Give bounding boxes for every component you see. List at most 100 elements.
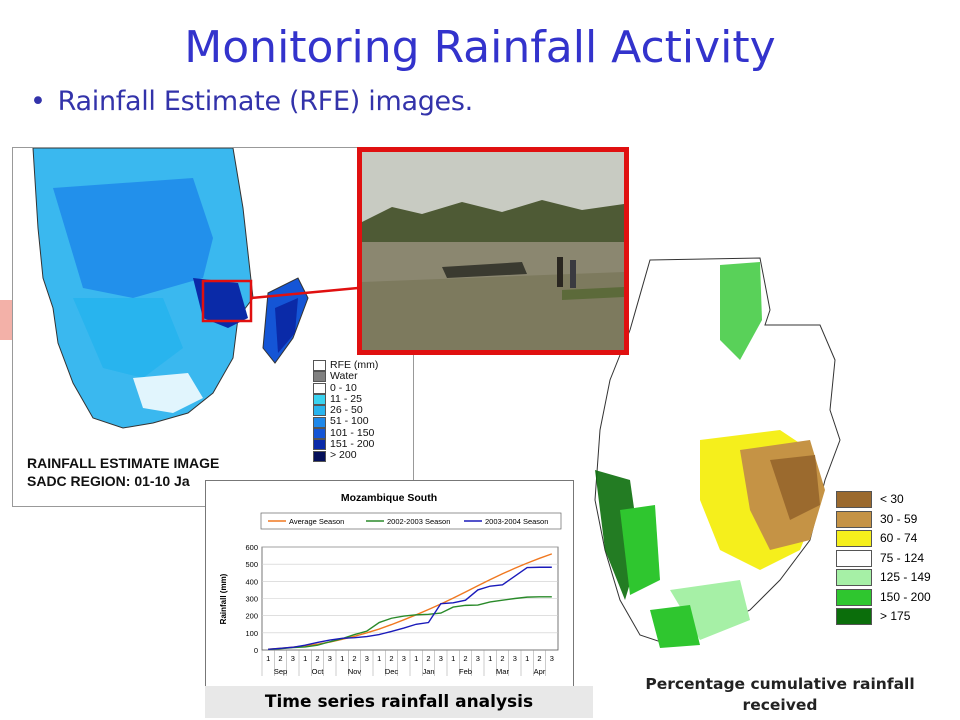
- x-tick-label: 2: [352, 654, 356, 663]
- x-tick-label: 3: [328, 654, 332, 663]
- chart-series: [268, 553, 553, 651]
- x-tick-label: 1: [266, 654, 270, 663]
- legend-swatch: [836, 530, 872, 548]
- x-tick-label: 2: [500, 654, 504, 663]
- legend-swatch: [836, 608, 872, 626]
- x-tick-label: 3: [513, 654, 517, 663]
- y-tick-label: 200: [245, 612, 258, 621]
- y-tick-label: 400: [245, 577, 258, 586]
- x-month-label: Jan: [422, 667, 434, 676]
- chart-legend: [260, 512, 562, 530]
- rfe-caption-line1: RAINFALL ESTIMATE IMAGE: [27, 455, 220, 471]
- x-tick-label: 1: [414, 654, 418, 663]
- chart-title: Mozambique South: [341, 492, 437, 504]
- legend-label: Water: [330, 370, 358, 383]
- legend-label: > 175: [880, 609, 911, 623]
- pct-legend-item: 75 - 124: [836, 549, 931, 569]
- pct-legend-item: < 30: [836, 490, 931, 510]
- pct-legend-item: 125 - 149: [836, 568, 931, 588]
- x-tick-label: 1: [525, 654, 529, 663]
- percentage-rainfall-map: [580, 250, 930, 670]
- y-tick-label: 600: [245, 543, 258, 552]
- legend-swatch: [313, 371, 326, 383]
- slide-title: Monitoring Rainfall Activity: [184, 22, 776, 73]
- pct-legend-item: 60 - 74: [836, 529, 931, 549]
- chart-caption: Time series rainfall analysis: [264, 692, 534, 712]
- x-tick-label: 3: [402, 654, 406, 663]
- x-tick-label: 3: [550, 654, 554, 663]
- x-tick-label: 3: [365, 654, 369, 663]
- legend-swatch: [313, 394, 326, 406]
- legend-label: 30 - 59: [880, 511, 918, 526]
- x-tick-label: 1: [488, 654, 492, 663]
- legend-swatch: [313, 427, 326, 439]
- chart-legend-items: Average Season 2002-2003 Season 2003-2004 …: [268, 517, 548, 526]
- legend-label: 150 - 200: [880, 589, 931, 604]
- x-month-label: Feb: [459, 667, 472, 676]
- x-tick-label: 3: [291, 654, 295, 663]
- legend-label: 51 - 100: [330, 415, 369, 428]
- x-tick-label: 2: [426, 654, 430, 663]
- percentage-legend: < 30 30 - 59 60 - 74 75 - 124 125 - 149 …: [836, 490, 931, 627]
- legend-swatch: [313, 405, 326, 417]
- series-line: [268, 566, 552, 651]
- percentage-map-caption: Percentage cumulative rainfall received: [645, 675, 915, 714]
- x-tick-label: 3: [439, 654, 443, 663]
- rfe-map-graphic: [32, 148, 359, 429]
- rfe-caption-line2: SADC REGION: 01-10 Ja: [27, 473, 190, 489]
- legend-swatch: [313, 416, 326, 428]
- x-month-label: Apr: [534, 667, 546, 676]
- rfe-legend-item: 0 - 10: [313, 381, 378, 394]
- x-tick-label: 1: [340, 654, 344, 663]
- x-tick-label: 3: [476, 654, 480, 663]
- x-tick-label: 2: [537, 654, 541, 663]
- legend-label: 75 - 124: [880, 550, 925, 565]
- series-line: [268, 596, 552, 651]
- flood-photo-graphic: [362, 152, 624, 350]
- x-tick-label: 2: [389, 654, 393, 663]
- x-month-label: Sep: [274, 667, 287, 676]
- legend-swatch: [836, 491, 872, 509]
- x-month-label: Mar: [496, 667, 509, 676]
- bullet-dot: •: [30, 86, 46, 117]
- x-tick-label: 1: [451, 654, 455, 663]
- legend-label: 26 - 50: [330, 404, 363, 417]
- rfe-legend-item: 151 - 200: [313, 438, 378, 451]
- series-line: [268, 553, 553, 650]
- decorative-shape: [0, 300, 12, 340]
- x-tick-label: 2: [315, 654, 319, 663]
- rfe-legend-item: Water: [313, 370, 378, 383]
- legend-label: Average Season: [289, 517, 344, 526]
- chart-caption-box: [205, 686, 593, 718]
- x-tick-label: 1: [303, 654, 307, 663]
- x-month-label: Oct: [312, 667, 325, 676]
- bullet-point: • Rainfall Estimate (RFE) images.: [30, 84, 473, 120]
- legend-swatch: [836, 569, 872, 587]
- rfe-legend-item: 26 - 50: [313, 404, 378, 417]
- legend-label: 11 - 25: [330, 392, 362, 405]
- legend-swatch: [836, 549, 872, 567]
- rfe-legend-title: RFE (mm): [313, 359, 379, 372]
- legend-label: 125 - 149: [880, 570, 931, 584]
- legend-swatch: [836, 588, 872, 606]
- percentage-map-graphic: [594, 257, 841, 648]
- x-month-label: Dec: [385, 667, 399, 676]
- bullet-text: Rainfall Estimate (RFE) images.: [57, 86, 474, 117]
- legend-label: 101 - 150: [330, 426, 375, 439]
- legend-label: 0 - 10: [330, 381, 357, 394]
- rfe-legend-item: 101 - 150: [313, 426, 378, 439]
- x-tick-label: 2: [278, 654, 282, 663]
- legend-title-text: RFE (mm): [330, 359, 379, 371]
- x-tick-label: 2: [463, 654, 467, 663]
- legend-swatch: [313, 382, 326, 394]
- legend-swatch: [313, 450, 326, 462]
- legend-label: 151 - 200: [330, 438, 375, 451]
- y-tick-label: 500: [245, 560, 258, 569]
- chart-svg: Mozambique South Average Season 2002-2003…: [219, 492, 562, 676]
- rfe-map-caption: RAINFALL ESTIMATE IMAGE SADC REGION: 01-…: [27, 454, 219, 490]
- rfe-map-image: RFE (mm) Water 0 - 10 11 - 25 26 - 50 51…: [12, 147, 414, 507]
- flood-photo: [357, 147, 629, 355]
- pct-legend-item: 150 - 200: [836, 588, 931, 608]
- rainfall-chart: Mozambique South Average Season 2002-2003…: [205, 480, 574, 687]
